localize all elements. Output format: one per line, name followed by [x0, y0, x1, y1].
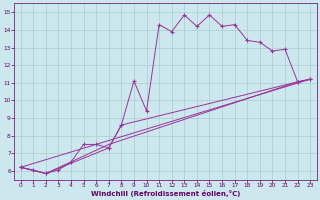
X-axis label: Windchill (Refroidissement éolien,°C): Windchill (Refroidissement éolien,°C)	[91, 190, 240, 197]
